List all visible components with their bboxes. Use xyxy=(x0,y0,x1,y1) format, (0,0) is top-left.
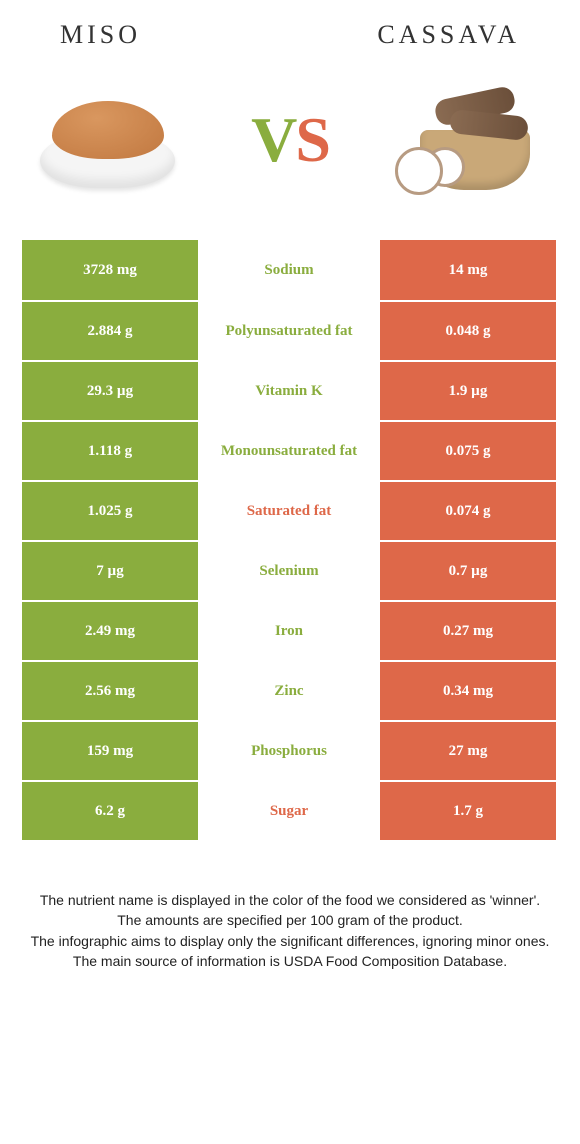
left-value: 159 mg xyxy=(22,722,200,780)
right-value: 0.074 g xyxy=(378,482,556,540)
left-value: 2.884 g xyxy=(22,302,200,360)
table-row: 1.025 gSaturated fat0.074 g xyxy=(22,480,558,540)
left-value: 7 µg xyxy=(22,542,200,600)
nutrient-name: Selenium xyxy=(200,542,378,600)
table-row: 1.118 gMonounsaturated fat0.075 g xyxy=(22,420,558,480)
vs-s-letter: S xyxy=(295,103,329,177)
left-value: 3728 mg xyxy=(22,240,200,300)
table-row: 159 mgPhosphorus27 mg xyxy=(22,720,558,780)
right-value: 1.9 µg xyxy=(378,362,556,420)
nutrient-name: Iron xyxy=(200,602,378,660)
table-row: 2.56 mgZinc0.34 mg xyxy=(22,660,558,720)
table-row: 2.49 mgIron0.27 mg xyxy=(22,600,558,660)
right-value: 27 mg xyxy=(378,722,556,780)
footnotes: The nutrient name is displayed in the co… xyxy=(0,840,580,991)
footnote-line: The infographic aims to display only the… xyxy=(30,931,550,951)
nutrient-name: Sodium xyxy=(200,240,378,300)
nutrient-name: Polyunsaturated fat xyxy=(200,302,378,360)
header: MISO CASSAVA xyxy=(0,0,580,60)
food-left-title: MISO xyxy=(60,20,141,50)
footnote-line: The nutrient name is displayed in the co… xyxy=(30,890,550,910)
left-value: 29.3 µg xyxy=(22,362,200,420)
nutrient-name: Saturated fat xyxy=(200,482,378,540)
footnote-line: The amounts are specified per 100 gram o… xyxy=(30,910,550,930)
table-row: 29.3 µgVitamin K1.9 µg xyxy=(22,360,558,420)
nutrient-name: Phosphorus xyxy=(200,722,378,780)
right-value: 1.7 g xyxy=(378,782,556,840)
food-left-image xyxy=(25,80,190,200)
left-value: 2.49 mg xyxy=(22,602,200,660)
food-right-image xyxy=(390,80,555,200)
left-value: 2.56 mg xyxy=(22,662,200,720)
table-row: 6.2 gSugar1.7 g xyxy=(22,780,558,840)
images-row: VS xyxy=(0,60,580,240)
nutrient-table: 3728 mgSodium14 mg2.884 gPolyunsaturated… xyxy=(22,240,558,840)
right-value: 14 mg xyxy=(378,240,556,300)
vs-v-letter: V xyxy=(251,103,295,177)
left-value: 1.118 g xyxy=(22,422,200,480)
right-value: 0.34 mg xyxy=(378,662,556,720)
table-row: 3728 mgSodium14 mg xyxy=(22,240,558,300)
nutrient-name: Vitamin K xyxy=(200,362,378,420)
left-value: 1.025 g xyxy=(22,482,200,540)
right-value: 0.27 mg xyxy=(378,602,556,660)
footnote-line: The main source of information is USDA F… xyxy=(30,951,550,971)
right-value: 0.048 g xyxy=(378,302,556,360)
left-value: 6.2 g xyxy=(22,782,200,840)
table-row: 2.884 gPolyunsaturated fat0.048 g xyxy=(22,300,558,360)
food-right-title: CASSAVA xyxy=(377,20,520,50)
nutrient-name: Sugar xyxy=(200,782,378,840)
right-value: 0.7 µg xyxy=(378,542,556,600)
right-value: 0.075 g xyxy=(378,422,556,480)
nutrient-name: Monounsaturated fat xyxy=(200,422,378,480)
nutrient-name: Zinc xyxy=(200,662,378,720)
vs-label: VS xyxy=(251,103,329,177)
table-row: 7 µgSelenium0.7 µg xyxy=(22,540,558,600)
